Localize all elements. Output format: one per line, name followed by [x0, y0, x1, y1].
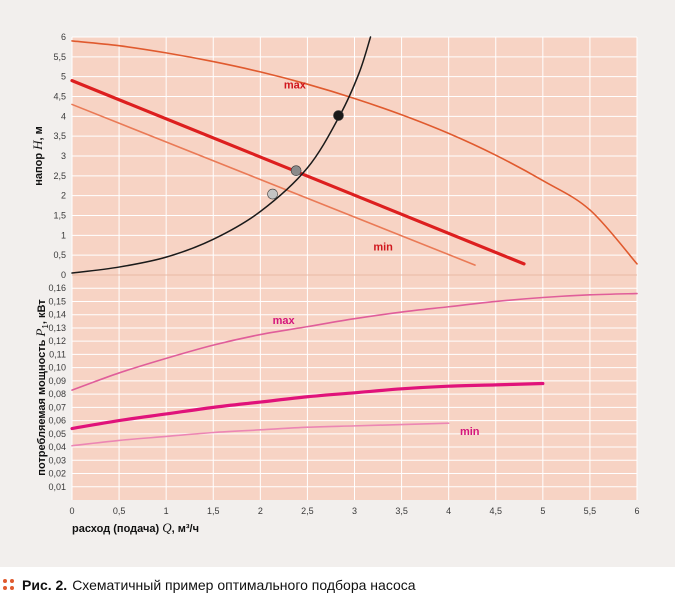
axis-label-unit: , м — [33, 126, 45, 140]
head-axis-label: напор H, м — [30, 126, 45, 186]
x-tick-label: 0 — [69, 506, 74, 516]
head-y-tick-label: 4,5 — [53, 92, 66, 102]
power-y-tick-label: 0,08 — [48, 389, 66, 399]
power-curve-min — [71, 422, 450, 447]
x-tick-label: 2 — [258, 506, 263, 516]
caption-dots-icon — [2, 578, 16, 592]
head-y-tick-label: 3,5 — [53, 131, 66, 141]
power-curve-middle — [70, 381, 545, 431]
axis-label-variable: H — [30, 140, 45, 151]
x-tick-label: 4 — [446, 506, 451, 516]
x-tick-label: 4,5 — [489, 506, 502, 516]
x-tick-label: 5 — [540, 506, 545, 516]
max-point — [333, 110, 344, 121]
head-y-tick-label: 4 — [61, 111, 66, 121]
x-tick-label: 0,5 — [113, 506, 126, 516]
pump-selection-chart: 0 0,5 1 1,5 2 2,5 3 3,5 4 4,5 5 5,5 6 0 0,5 1 1,5 2 2,5 3 3,… — [30, 32, 640, 535]
power-y-tick-label: 0,09 — [48, 376, 66, 386]
head-y-tick-label: 0,5 — [53, 250, 66, 260]
axis-label-variable: P — [33, 329, 48, 338]
head-y-tick-label: 2 — [61, 191, 66, 201]
power-y-tick-label: 0,06 — [48, 416, 66, 426]
x-tick-label: 1,5 — [207, 506, 220, 516]
head-curve-system — [71, 36, 372, 274]
power-curve-max — [71, 292, 638, 391]
head-y-tick-label: 5,5 — [53, 52, 66, 62]
power-y-tick-label: 0,15 — [48, 296, 66, 306]
power-y-tick-label: 0,14 — [48, 310, 66, 320]
head-y-tick-label: 5 — [61, 72, 66, 82]
power-y-tick-label: 0,04 — [48, 442, 66, 452]
power-y-tick-label: 0,11 — [49, 349, 66, 359]
x-tick-label: 1 — [164, 506, 169, 516]
x-tick-label: 3 — [352, 506, 357, 516]
caption-text: Схематичный пример оптимального подбора … — [72, 577, 416, 593]
axis-label-subscript: 1 — [41, 324, 50, 329]
x-axis-label-text: расход (подача) — [72, 523, 162, 535]
head-y-tick-label: 3 — [61, 151, 66, 161]
head-y-tick-label: 1,5 — [53, 211, 66, 221]
x-tick-label: 5,5 — [584, 506, 597, 516]
x-tick-label: 6 — [634, 506, 639, 516]
figure-caption: Рис. 2. Схематичный пример оптимального … — [0, 574, 675, 596]
axis-label-text: напор — [33, 150, 45, 186]
head-y-tick-label: 0 — [61, 270, 66, 280]
x-tick-label: 2,5 — [301, 506, 314, 516]
power-y-tick-label: 0,13 — [48, 323, 66, 333]
caption-prefix: Рис. 2. — [22, 577, 68, 593]
power-y-tick-label: 0,02 — [48, 469, 66, 479]
axis-label-text: потребляемая мощность — [36, 337, 48, 476]
head-curve-max — [71, 40, 638, 265]
axis-label-unit: , кВт — [36, 299, 48, 324]
head-annotation-min: min — [373, 241, 393, 253]
power-annotation-min: min — [460, 426, 480, 438]
x-axis-label-variable: Q — [162, 520, 172, 535]
power-y-tick-label: 0,10 — [48, 363, 66, 373]
min-point — [267, 188, 278, 200]
power-annotation-max: max — [273, 315, 296, 327]
head-y-tick-label: 6 — [61, 32, 66, 42]
x-tick-label: 3,5 — [395, 506, 408, 516]
x-axis-label-unit: , м³/ч — [172, 523, 199, 535]
head-y-tick-label: 2,5 — [53, 171, 66, 181]
power-y-tick-label: 0,05 — [48, 429, 66, 439]
power-y-tick-label: 0,16 — [48, 283, 66, 293]
x-axis-label: расход (подача) Q, м³/ч — [72, 520, 199, 535]
power-axis-label: потребляемая мощность P1, кВт — [33, 299, 50, 476]
head-y-tick-label: 1 — [61, 230, 66, 240]
head-curve-min — [71, 103, 476, 266]
middle-point — [290, 165, 302, 176]
power-y-tick-label: 0,01 — [48, 482, 66, 492]
power-y-tick-label: 0,03 — [48, 455, 66, 465]
power-y-tick-label: 0,07 — [48, 402, 66, 412]
power-y-tick-label: 0,12 — [48, 336, 66, 346]
head-annotation-max: max — [284, 80, 307, 92]
